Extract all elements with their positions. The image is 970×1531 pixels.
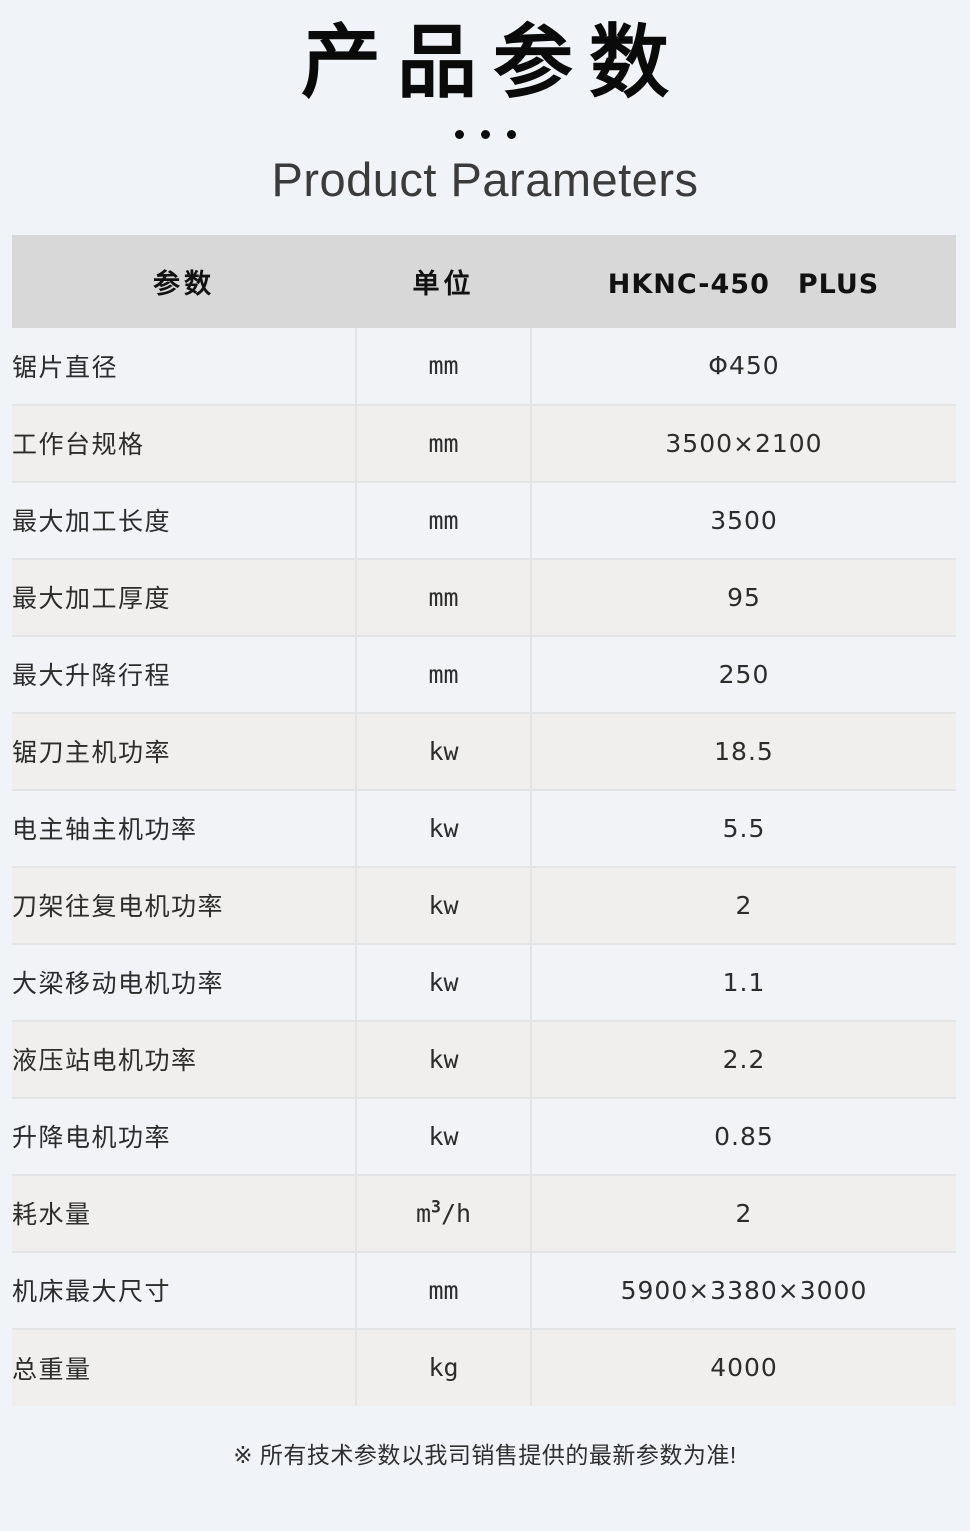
cell-param: 液压站电机功率 [12,1020,356,1099]
spec-table-wrapper: 参数 单位 HKNC-450 PLUS 锯片直径 mm Φ450 工作台规格 mm 350… [12,234,956,1406]
table-row: 大梁移动电机功率 kw 1.1 [12,943,956,1022]
cell-param: 总重量 [12,1328,356,1406]
cell-unit: kw [355,866,532,945]
cell-value: 5.5 [531,789,956,868]
cell-param: 最大升降行程 [12,635,356,714]
cell-param: 工作台规格 [12,404,356,483]
cell-value: 2 [531,1174,956,1253]
cell-value: 18.5 [531,712,956,791]
table-row: 工作台规格 mm 3500×2100 [12,404,956,483]
spec-table-body: 锯片直径 mm Φ450 工作台规格 mm 3500×2100 最大加工长度 mm 3500 最大… [12,327,956,1406]
table-row: 锯刀主机功率 kw 18.5 [12,712,956,791]
table-row: 最大加工长度 mm 3500 [12,481,956,560]
cell-unit: mm [355,327,532,406]
page-title-cn: 产品参数 [301,16,685,109]
dot-icon [506,129,516,139]
cell-unit: kg [355,1328,532,1406]
cell-value: 2.2 [531,1020,956,1099]
cell-unit: kw [355,712,532,791]
table-row: 机床最大尺寸 mm 5900×3380×3000 [12,1251,956,1330]
cell-value: 3500×2100 [531,404,956,483]
table-row: 最大升降行程 mm 250 [12,635,956,714]
cell-value: 95 [531,558,956,637]
table-row: 升降电机功率 kw 0.85 [12,1097,956,1176]
cell-unit: m3/h [355,1174,532,1253]
column-header-unit: 单位 [356,234,531,328]
cell-param: 最大加工长度 [12,481,356,560]
cell-param: 电主轴主机功率 [12,789,356,868]
cell-value: 3500 [531,481,956,560]
column-header-param: 参数 [12,234,356,328]
cell-unit: mm [355,404,532,483]
table-row: 刀架往复电机功率 kw 2 [12,866,956,945]
cell-unit: kw [355,1097,532,1176]
dot-icon [454,129,464,139]
cell-unit: mm [355,558,532,637]
cell-unit: kw [355,1020,532,1099]
cell-value: 0.85 [531,1097,956,1176]
cell-unit: mm [355,635,532,714]
spec-table: 参数 单位 HKNC-450 PLUS 锯片直径 mm Φ450 工作台规格 mm 350… [12,234,956,1406]
cell-value: 5900×3380×3000 [531,1251,956,1330]
cell-value: 250 [531,635,956,714]
column-header-model: HKNC-450 PLUS [531,234,956,328]
unit-tail: /h [440,1198,472,1228]
page-header: 产品参数 Product Parameters [0,0,970,209]
spec-table-head: 参数 单位 HKNC-450 PLUS [12,234,956,328]
cell-param: 大梁移动电机功率 [12,943,356,1022]
cell-value: 4000 [531,1328,956,1406]
unit-base: m [415,1198,431,1228]
dots-divider-icon [0,124,970,144]
table-row: 最大加工厚度 mm 95 [12,558,956,637]
dot-icon [480,129,490,139]
table-row: 电主轴主机功率 kw 5.5 [12,789,956,868]
cell-param: 锯刀主机功率 [12,712,356,791]
table-row: 总重量 kg 4000 [12,1328,956,1406]
cell-unit: mm [355,481,532,560]
page-title-en: Product Parameters [271,153,699,207]
cell-unit: kw [355,943,532,1022]
cell-value: 1.1 [531,943,956,1022]
footnote: ※ 所有技术参数以我司销售提供的最新参数为准! [233,1441,737,1468]
cell-unit: mm [355,1251,532,1330]
table-row: 耗水量 m3/h 2 [12,1174,956,1253]
unit-superscript: 3 [431,1197,441,1217]
table-row: 液压站电机功率 kw 2.2 [12,1020,956,1099]
table-header-row: 参数 单位 HKNC-450 PLUS [12,234,956,328]
cell-param: 机床最大尺寸 [12,1251,356,1330]
cell-value: 2 [531,866,956,945]
cell-param: 升降电机功率 [12,1097,356,1176]
cell-param: 最大加工厚度 [12,558,356,637]
table-row: 锯片直径 mm Φ450 [12,327,956,406]
cell-param: 耗水量 [12,1174,356,1253]
cell-value: Φ450 [531,327,956,406]
cell-param: 锯片直径 [12,327,356,406]
cell-unit: kw [355,789,532,868]
cell-param: 刀架往复电机功率 [12,866,356,945]
